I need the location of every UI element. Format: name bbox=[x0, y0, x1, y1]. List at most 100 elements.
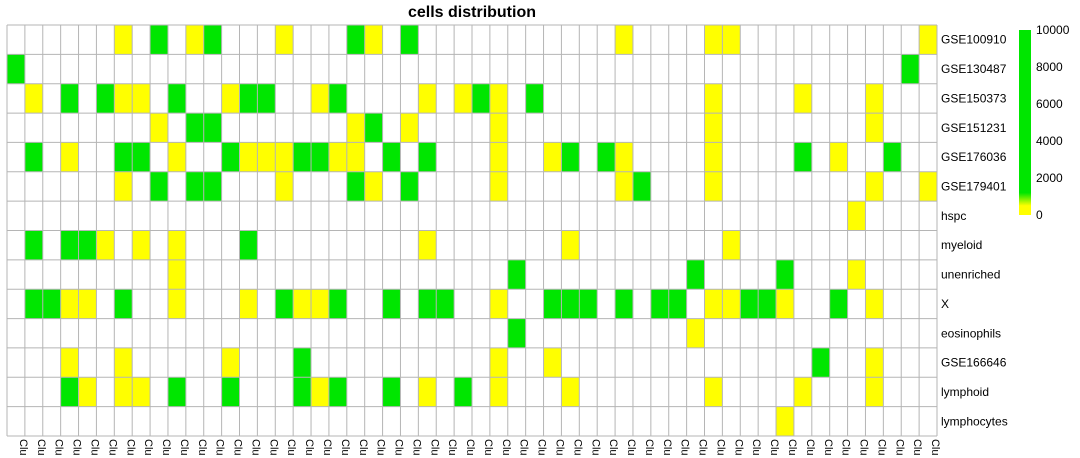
heatmap-cell bbox=[185, 25, 204, 55]
column-label: Clu bbox=[17, 439, 29, 456]
column-label: Clu bbox=[249, 439, 261, 456]
column-label: Clu bbox=[518, 439, 530, 456]
column-label: Clu bbox=[553, 439, 565, 456]
heatmap-cell bbox=[507, 259, 526, 290]
heatmap-cell bbox=[847, 201, 866, 231]
column-label: Clu bbox=[536, 439, 548, 456]
heatmap-cell bbox=[239, 83, 258, 114]
heatmap-cell bbox=[704, 142, 723, 172]
heatmap-cell bbox=[60, 289, 79, 319]
heatmap-cell bbox=[257, 83, 276, 114]
heatmap-cell bbox=[275, 171, 294, 202]
heatmap-cell bbox=[167, 377, 186, 407]
heatmap-cell bbox=[150, 25, 168, 55]
column-label: Clu bbox=[446, 439, 458, 456]
heatmap-cell bbox=[740, 289, 759, 319]
row-label: lymphoid bbox=[941, 385, 989, 399]
column-label: Clu bbox=[679, 439, 691, 456]
heatmap-cell bbox=[901, 54, 920, 84]
column-label: Clu bbox=[375, 439, 387, 456]
heatmap-cell bbox=[418, 142, 437, 172]
heatmap-cell bbox=[704, 171, 723, 202]
heatmap-cell bbox=[400, 25, 419, 55]
heatmap-cell bbox=[776, 406, 794, 436]
legend-tick-label: 6000 bbox=[1036, 97, 1063, 111]
row-labels: GSE100910 GSE130487 GSE150373 GSE151231 GSE1… bbox=[941, 33, 1008, 429]
heatmap-cell bbox=[150, 113, 168, 143]
heatmap-cell bbox=[722, 230, 741, 260]
heatmap-cell bbox=[382, 377, 401, 407]
heatmap-cell bbox=[776, 289, 794, 319]
column-label: Clu bbox=[35, 439, 47, 456]
column-label: Clu bbox=[303, 439, 315, 456]
color-legend: 10000 8000 6000 4000 2000 0 bbox=[1019, 23, 1070, 222]
heatmap-cell bbox=[847, 259, 866, 290]
heatmap-cell bbox=[78, 377, 97, 407]
column-label: Clu bbox=[875, 439, 887, 456]
legend-color-bar bbox=[1019, 30, 1031, 215]
heatmap-cell bbox=[311, 142, 329, 172]
column-label: Clu bbox=[357, 439, 369, 456]
heatmap-cell bbox=[167, 230, 186, 260]
heatmap-cell bbox=[543, 347, 562, 378]
column-label: Clu bbox=[643, 439, 655, 456]
heatmap-cell bbox=[293, 289, 312, 319]
column-label: Clu bbox=[786, 439, 798, 456]
heatmap-cell bbox=[525, 83, 544, 114]
heatmap-cell bbox=[132, 142, 151, 172]
heatmap-cell bbox=[793, 377, 812, 407]
heatmap-cell bbox=[400, 171, 419, 202]
heatmap-cell bbox=[24, 289, 43, 319]
heatmap-cell bbox=[615, 171, 633, 202]
row-label: hspc bbox=[941, 209, 966, 223]
heatmap-cell bbox=[436, 289, 455, 319]
column-label: Clu bbox=[428, 439, 440, 456]
heatmap-grid bbox=[6, 24, 938, 437]
heatmap-cell bbox=[346, 142, 365, 172]
heatmap-cell bbox=[507, 318, 526, 348]
heatmap-cell bbox=[114, 25, 133, 55]
row-label: GSE100910 bbox=[941, 33, 1007, 47]
heatmap-cell bbox=[865, 83, 884, 114]
heatmap-cell bbox=[346, 25, 365, 55]
heatmap-cell bbox=[865, 377, 884, 407]
heatmap-cell bbox=[865, 113, 884, 143]
heatmap-cell bbox=[239, 230, 258, 260]
heatmap-cell bbox=[793, 83, 812, 114]
heatmap-cell bbox=[311, 377, 329, 407]
column-label: Clu bbox=[393, 439, 405, 456]
heatmap-cell bbox=[167, 289, 186, 319]
heatmap-cell bbox=[114, 377, 133, 407]
row-label: eosinophils bbox=[941, 326, 1001, 340]
heatmap-cell bbox=[400, 113, 419, 143]
heatmap-cell bbox=[167, 259, 186, 290]
heatmap-cell bbox=[275, 25, 294, 55]
heatmap-cell bbox=[418, 377, 437, 407]
heatmap-cell bbox=[364, 25, 383, 55]
heatmap-cell bbox=[167, 83, 186, 114]
heatmap-cell bbox=[221, 142, 240, 172]
column-label: Clu bbox=[661, 439, 673, 456]
heatmap-cell bbox=[24, 142, 43, 172]
heatmap-cell bbox=[96, 230, 115, 260]
column-labels: Clu Clu Clu Clu Clu Clu Clu Clu Clu Clu Clu Clu Clu C… bbox=[17, 439, 941, 456]
heatmap-cell bbox=[704, 83, 723, 114]
column-label: Clu bbox=[732, 439, 744, 456]
column-label: Clu bbox=[267, 439, 279, 456]
heatmap-cell bbox=[615, 142, 633, 172]
heatmap-cell bbox=[114, 289, 133, 319]
heatmap-cell bbox=[758, 289, 777, 319]
heatmap-cell bbox=[704, 289, 723, 319]
heatmap-cell bbox=[615, 25, 633, 55]
heatmap-cell bbox=[561, 142, 580, 172]
heatmap-cell bbox=[78, 230, 97, 260]
column-label: Clu bbox=[464, 439, 476, 456]
heatmap-cell bbox=[668, 289, 687, 319]
heatmap-cell bbox=[60, 83, 79, 114]
heatmap-cell bbox=[114, 142, 133, 172]
heatmap-cell bbox=[150, 171, 168, 202]
heatmap-cell bbox=[579, 289, 598, 319]
heatmap-cell bbox=[543, 142, 562, 172]
column-label: Clu bbox=[482, 439, 494, 456]
column-label: Clu bbox=[214, 439, 226, 456]
